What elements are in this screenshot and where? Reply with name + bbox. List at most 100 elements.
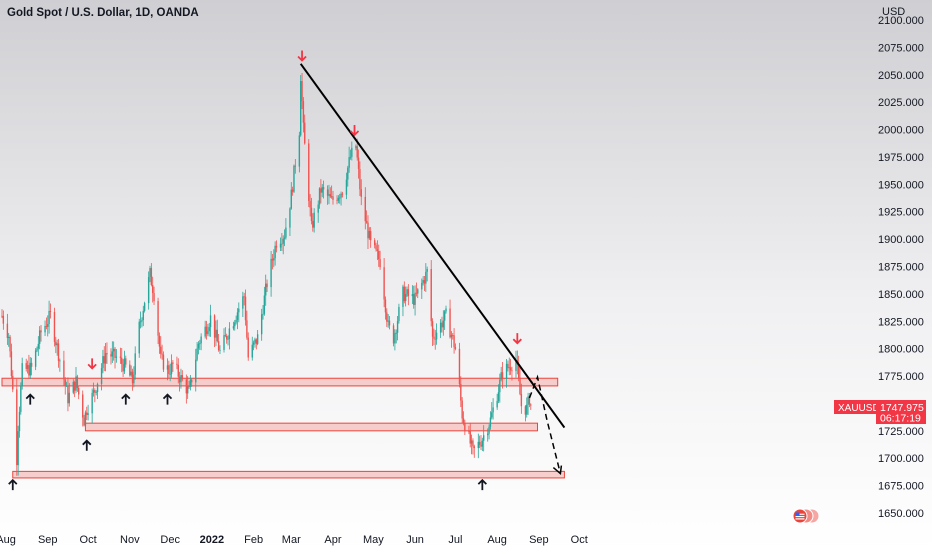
candle-body [517, 364, 520, 378]
forecast-arrowhead [552, 465, 563, 476]
candle-body [422, 280, 424, 283]
candle-body [298, 135, 301, 167]
support-zone [84, 422, 539, 432]
candle-body [291, 189, 294, 192]
candle-body [180, 375, 182, 383]
flag-icon[interactable] [792, 508, 820, 524]
price-tick-label: 2050.000 [878, 70, 924, 82]
candle-body [29, 362, 31, 376]
candle-body [64, 379, 66, 386]
candle-body [330, 196, 333, 198]
candle-body [30, 362, 33, 367]
candle-body [379, 259, 381, 268]
time-tick-label: Sep [529, 534, 549, 546]
candle-body [388, 320, 391, 326]
candle-body [176, 363, 178, 365]
candle-body [213, 315, 216, 338]
candle-body [462, 418, 465, 423]
price-tick-label: 2100.000 [878, 15, 924, 27]
candle-body [337, 197, 340, 201]
candle-body [356, 146, 358, 158]
candle-body [125, 358, 127, 365]
candle-body [443, 311, 446, 321]
candle-body [49, 310, 52, 312]
support-zone [1, 377, 559, 387]
candle-body [18, 411, 21, 432]
time-tick-label: Sep [38, 534, 58, 546]
candle-body [368, 230, 371, 239]
candle-body [87, 413, 89, 415]
candle-body [527, 396, 529, 405]
candle-body [274, 245, 276, 259]
candle-body [95, 392, 97, 393]
candle-body [181, 375, 183, 380]
candle-body [45, 325, 48, 327]
price-tag[interactable]: XAUUSD 1747.975 06:17:19 [834, 400, 926, 425]
candle-body [68, 392, 70, 404]
candle-body [100, 367, 103, 384]
candle-body [310, 207, 313, 221]
candle-body [37, 343, 40, 349]
candle-body [149, 268, 151, 278]
candle-body [110, 354, 112, 357]
candle-body [396, 321, 399, 333]
candle-body [75, 376, 77, 391]
time-tick-label: May [363, 534, 384, 546]
candle-body [417, 289, 419, 294]
candle-body [217, 341, 220, 351]
candle-body [304, 122, 306, 144]
candle-body [433, 336, 435, 339]
time-tick-label: Aug [487, 534, 507, 546]
candle-body [121, 357, 123, 364]
candle-body [336, 199, 338, 201]
candle-body [131, 371, 134, 384]
candle-body [415, 292, 418, 294]
candle-body [106, 353, 108, 355]
candle-body [441, 322, 443, 328]
candle-body [115, 356, 118, 358]
candle-body [56, 343, 58, 346]
candle-body [468, 431, 470, 433]
candle-body [138, 321, 140, 354]
candle-body [321, 187, 323, 193]
candle-body [308, 143, 310, 201]
candle-body [524, 406, 527, 415]
candle-body [289, 208, 291, 228]
price-tick-label: 1900.000 [878, 234, 924, 246]
candle-body [404, 293, 407, 302]
candle-body [219, 349, 221, 351]
candle-body [414, 292, 416, 305]
candle-body [139, 321, 142, 323]
price-tick-label: 1725.000 [878, 426, 924, 438]
candle-body [326, 189, 329, 196]
support-zone [12, 470, 565, 479]
candle-body [84, 412, 87, 426]
candle-body [375, 245, 377, 250]
candle-body [158, 335, 161, 347]
price-tick-label: 2025.000 [878, 97, 924, 109]
candle-body [318, 188, 321, 205]
chart-title: Gold Spot / U.S. Dollar, 1D, OANDA [7, 7, 199, 19]
time-tick-label: Apr [324, 534, 341, 546]
candle-body [168, 365, 170, 375]
candle-body [470, 440, 473, 444]
arrow-up-icon [121, 393, 131, 405]
arrow-down-icon [349, 125, 360, 137]
countdown: 06:17:19 [880, 413, 921, 425]
candle-body [232, 326, 235, 329]
candle-body [207, 331, 209, 335]
candle-body [481, 440, 484, 447]
time-axis[interactable]: Aug Sep Oct Nov Dec 2022 Feb Mar Apr May Jun Jul Aug… [0, 534, 588, 546]
candle-body [528, 396, 531, 405]
candle-body [44, 325, 46, 333]
candle-body [53, 311, 56, 342]
candle-body [515, 359, 517, 371]
candle-body [67, 385, 69, 404]
arrow-up-icon [8, 478, 18, 491]
candle-body [197, 343, 200, 349]
candle-body [413, 294, 415, 305]
candle-body [507, 363, 509, 369]
trendline [299, 63, 566, 429]
candle-body [254, 339, 256, 343]
